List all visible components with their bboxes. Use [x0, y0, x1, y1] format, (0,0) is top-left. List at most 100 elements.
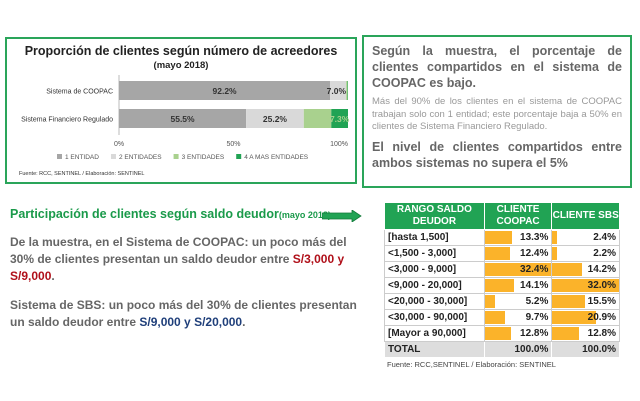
coopac-cell: 5.2%: [483, 293, 553, 310]
range-cell: <1,500 - 3,000]: [384, 245, 485, 262]
sbs-paragraph: Sistema de SBS: un poco más del 30% de c…: [10, 297, 372, 331]
sbs-cell: 14.2%: [551, 261, 620, 278]
period: .: [51, 269, 55, 283]
sbs-cell: 15.5%: [551, 293, 620, 310]
range-cell: <9,000 - 20,000]: [384, 277, 485, 294]
category-label: Sistema Financiero Regulado: [21, 117, 113, 124]
coopac-value: 9.7%: [525, 311, 549, 323]
debt-range-table: RANGO SALDO DEUDOR CLIENTE COOPAC CLIENT…: [384, 202, 620, 358]
coopac-value: 32.4%: [520, 263, 549, 275]
data-label: 25.2%: [263, 114, 288, 124]
range-cell: [Mayor a 90,000]: [384, 325, 485, 342]
chart-title: Proporción de clientes según número de a…: [24, 44, 338, 58]
section-title-text: Participación de clientes según saldo de…: [10, 207, 279, 221]
sbs-cell: 32.0%: [551, 277, 620, 294]
coopac-value: 12.4%: [520, 247, 549, 259]
total-row: TOTAL 100.0% 100.0%: [384, 341, 620, 358]
stacked-bar-chart: Sistema de COOPAC 92.2% 7.0% Sistema Financ…: [19, 75, 350, 177]
range-cell: <30,000 - 90,000]: [384, 309, 485, 326]
header-range: RANGO SALDO DEUDOR: [384, 202, 485, 230]
sbs-bar: [552, 263, 582, 276]
table-row: <30,000 - 90,000] 9.7% 20.9%: [384, 309, 620, 326]
coopac-cell: 9.7%: [483, 309, 553, 326]
period: .: [242, 315, 246, 329]
section-title: Participación de clientes según saldo de…: [10, 207, 331, 221]
sbs-value: 14.2%: [587, 263, 616, 275]
bar-segment: [246, 109, 304, 128]
range-cell: <3,000 - 9,000]: [384, 261, 485, 278]
coopac-value: 13.3%: [520, 231, 549, 243]
sbs-value: 2.2%: [593, 247, 616, 259]
sbs-bar: [552, 311, 596, 324]
bar-segment: [119, 81, 331, 100]
legend-swatch: [173, 154, 179, 159]
chart-subtitle: (mayo 2018): [153, 60, 209, 71]
section-paragraphs: De la muestra, en el Sistema de COOPAC: …: [10, 234, 372, 343]
coopac-bar: [484, 295, 496, 308]
total-label: TOTAL: [384, 341, 485, 358]
bar-segment: [346, 81, 348, 100]
summary-headline: Según la muestra, el porcentaje de clien…: [372, 44, 622, 90]
coopac-bar: [484, 263, 552, 276]
data-label: 55.5%: [170, 114, 195, 124]
bar-segment: [303, 109, 332, 128]
bar-segment: [330, 81, 347, 100]
summary-conclusion: El nivel de clientes compartidos entre a…: [372, 139, 622, 170]
coopac-bar: [484, 311, 505, 324]
x-tick-label: 100%: [330, 141, 348, 148]
range-cell: [hasta 1,500]: [384, 229, 485, 246]
legend-label: 2 ENTIDADES: [119, 154, 162, 161]
table-container: RANGO SALDO DEUDOR CLIENTE COOPAC CLIENT…: [384, 202, 620, 369]
table-source: Fuente: RCC,SENTINEL / Elaboración: SENT…: [387, 360, 556, 369]
legend-swatch: [236, 154, 242, 159]
coopac-cell: 12.8%: [483, 325, 553, 342]
table-row: <20,000 - 30,000] 5.2% 15.5%: [384, 293, 620, 310]
coopac-highlight: S/3,000 y S/9,000: [10, 252, 345, 283]
total-coopac: 100.0%: [483, 341, 553, 358]
coopac-bar: [484, 327, 512, 340]
sbs-cell: 12.8%: [551, 325, 620, 342]
bar-segment: [119, 109, 247, 128]
legend-label: 4 A MAS ENTIDADES: [244, 154, 309, 161]
legend-swatch: [110, 154, 116, 159]
x-tick-label: 50%: [226, 141, 240, 148]
range-cell: <20,000 - 30,000]: [384, 293, 485, 310]
sbs-bar: [552, 247, 557, 260]
sbs-value: 2.4%: [593, 231, 616, 243]
header-sbs: CLIENTE SBS: [551, 202, 620, 230]
sbs-cell: 20.9%: [551, 309, 620, 326]
category-label: Sistema de COOPAC: [46, 89, 113, 96]
coopac-value: 14.1%: [520, 279, 549, 291]
coopac-bar: [484, 231, 513, 244]
sbs-cell: 2.4%: [551, 229, 620, 246]
table-row: <3,000 - 9,000] 32.4% 14.2%: [384, 261, 620, 278]
data-label: 7.0%: [327, 86, 347, 96]
sbs-highlight: S/9,000 y S/20,000: [139, 315, 243, 329]
sbs-bar: [552, 295, 585, 308]
total-coopac-value: 100.0%: [514, 343, 549, 355]
section-title-date: (mayo 2018): [278, 210, 331, 220]
legend-label: 3 ENTIDADES: [182, 154, 225, 161]
arrow-right-icon: [322, 210, 362, 222]
summary-detail: Más del 90% de los clientes en el sistem…: [372, 96, 622, 132]
coopac-cell: 14.1%: [483, 277, 553, 294]
sbs-value: 20.9%: [587, 311, 616, 323]
data-label: 7.3%: [330, 114, 350, 124]
table-row: <9,000 - 20,000] 14.1% 32.0%: [384, 277, 620, 294]
bar-segment: [331, 109, 348, 128]
sbs-bar: [552, 279, 619, 292]
header-coopac: CLIENTE COOPAC: [483, 202, 553, 230]
coopac-text: De la muestra, en el Sistema de COOPAC: …: [10, 235, 347, 266]
coopac-cell: 32.4%: [483, 261, 553, 278]
coopac-value: 5.2%: [525, 295, 549, 307]
coopac-bar: [484, 247, 511, 260]
sbs-bar: [552, 231, 558, 244]
x-tick-label: 0%: [114, 141, 124, 148]
total-sbs-value: 100.0%: [582, 343, 616, 355]
data-label: 92.2%: [213, 86, 238, 96]
sbs-value: 15.5%: [587, 295, 616, 307]
table-row: [Mayor a 90,000] 12.8% 12.8%: [384, 325, 620, 342]
coopac-value: 12.8%: [520, 327, 549, 339]
sbs-value: 32.0%: [587, 279, 616, 291]
chart-source: Fuente: RCC, SENTINEL / Elaboración: SEN…: [19, 171, 144, 177]
